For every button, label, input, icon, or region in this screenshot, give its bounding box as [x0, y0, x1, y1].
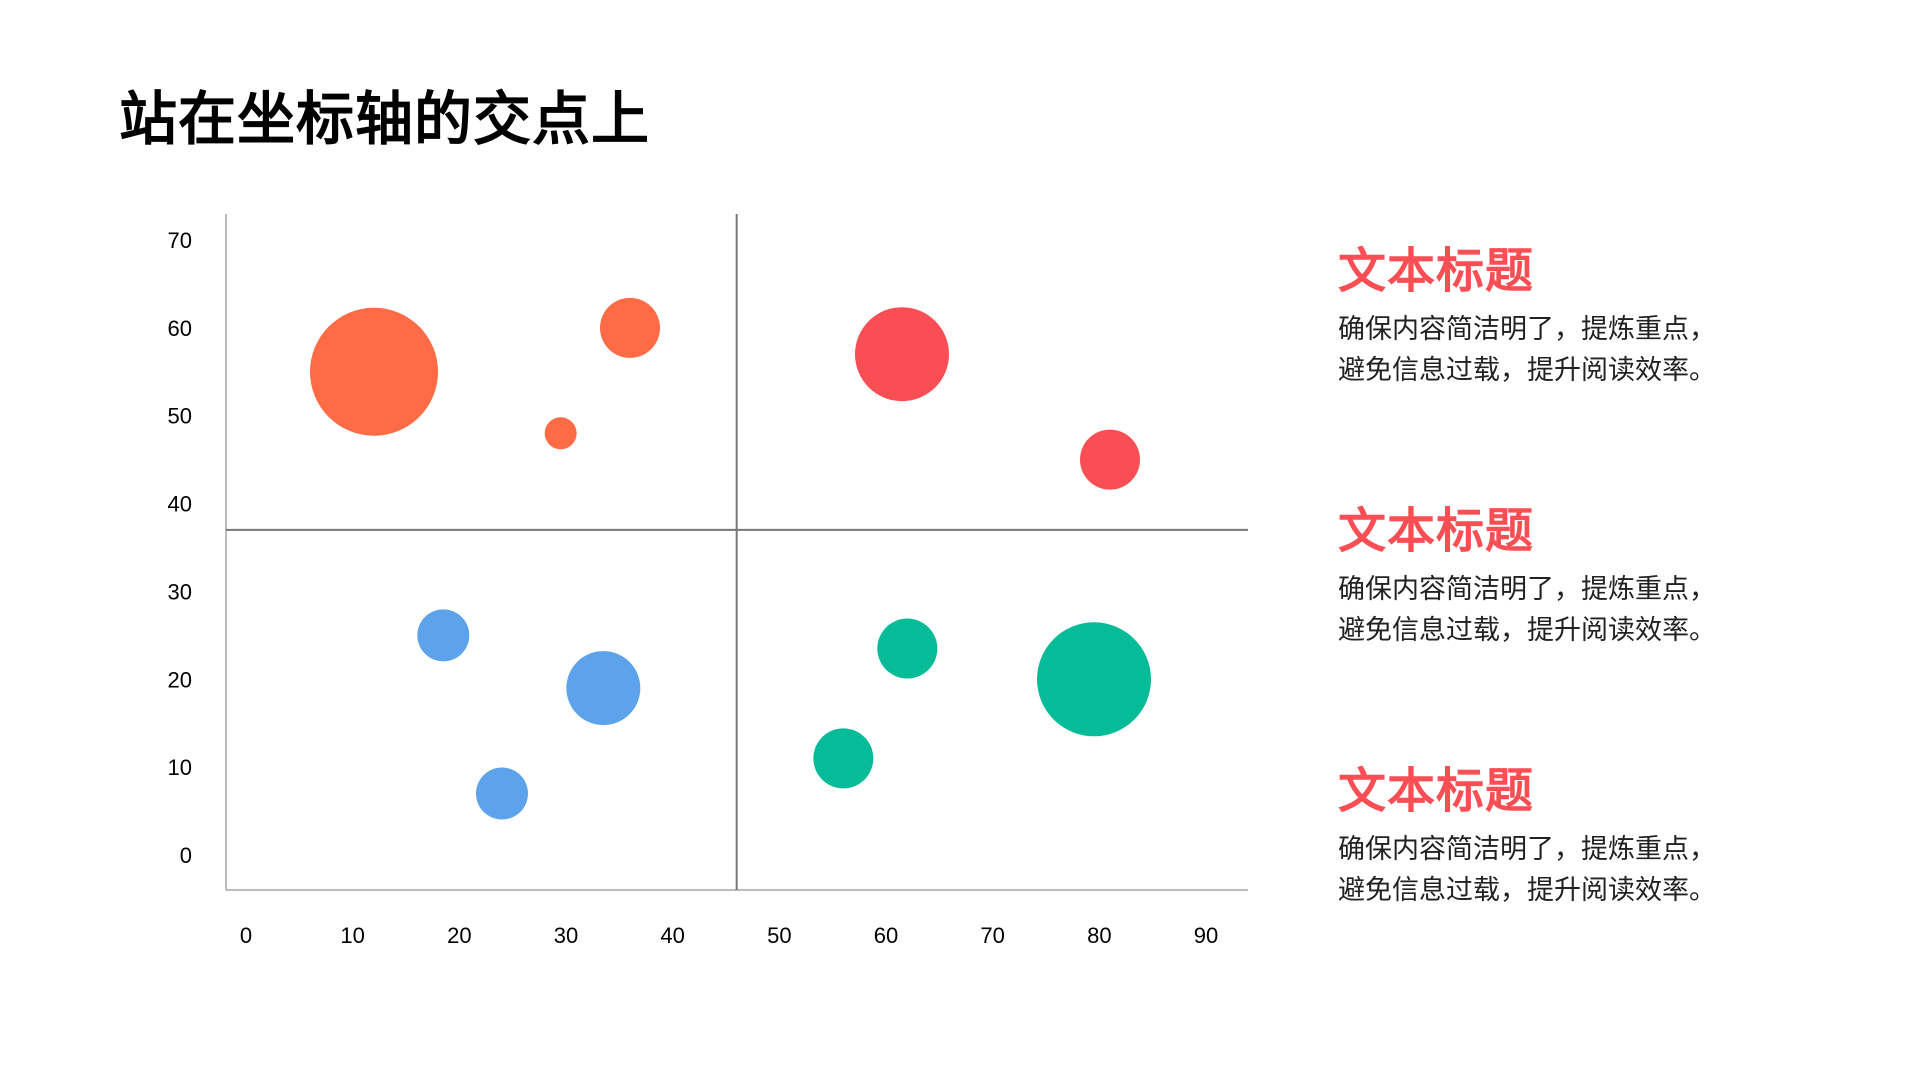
bubble-3-3: [476, 767, 528, 820]
x-tick-label: 60: [874, 923, 898, 948]
y-tick-label: 50: [168, 404, 192, 429]
bubble-1-3: [544, 417, 577, 450]
block-body: 确保内容简洁明了，提炼重点， 避免信息过载，提升阅读效率。: [1338, 309, 1898, 391]
block-body-line-1: 确保内容简洁明了，提炼重点，: [1338, 314, 1716, 346]
chart-bubbles: [310, 297, 1151, 820]
x-tick-label: 0: [240, 923, 252, 948]
y-tick-label: 20: [168, 667, 192, 692]
x-tick-label: 10: [340, 923, 364, 948]
text-block-3: 文本标题 确保内容简洁明了，提炼重点， 避免信息过载，提升阅读效率。: [1338, 763, 1898, 911]
x-tick-label: 30: [554, 923, 578, 948]
block-body-line-2: 避免信息过载，提升阅读效率。: [1338, 615, 1716, 647]
block-body-line-2: 避免信息过载，提升阅读效率。: [1338, 875, 1716, 907]
bubble-4-1: [877, 618, 938, 679]
bubble-4-2: [1037, 622, 1151, 737]
x-tick-label: 80: [1087, 923, 1111, 948]
y-axis-ticks: 0 10 20 30 40 50 60 70: [168, 228, 192, 868]
bubble-2-2: [1080, 429, 1140, 490]
block-heading: 文本标题: [1338, 763, 1535, 819]
text-block-2: 文本标题 确保内容简洁明了，提炼重点， 避免信息过载，提升阅读效率。: [1338, 503, 1898, 651]
block-body: 确保内容简洁明了，提炼重点， 避免信息过载，提升阅读效率。: [1338, 829, 1898, 911]
y-tick-label: 30: [168, 579, 192, 604]
page-title: 站在坐标轴的交点上: [119, 85, 651, 153]
x-tick-label: 70: [980, 923, 1004, 948]
block-body: 确保内容简洁明了，提炼重点， 避免信息过载，提升阅读效率。: [1338, 569, 1898, 651]
block-body-line-1: 确保内容简洁明了，提炼重点，: [1338, 834, 1716, 866]
bubble-1-1: [310, 307, 438, 436]
quadrant-dividers: [226, 214, 1248, 890]
block-body-line-1: 确保内容简洁明了，提炼重点，: [1338, 574, 1716, 606]
y-tick-label: 0: [180, 843, 192, 868]
x-tick-label: 90: [1194, 923, 1218, 948]
block-heading: 文本标题: [1338, 243, 1535, 299]
y-tick-label: 10: [168, 755, 192, 780]
bubble-2-1: [855, 307, 949, 402]
block-heading: 文本标题: [1338, 503, 1535, 559]
y-tick-label: 60: [168, 316, 192, 341]
x-tick-label: 40: [660, 923, 684, 948]
bubble-1-2: [600, 297, 660, 358]
x-tick-label: 50: [767, 923, 791, 948]
bubble-3-2: [566, 651, 641, 726]
bubble-3-1: [417, 609, 470, 662]
side-panel: 文本标题 确保内容简洁明了，提炼重点， 避免信息过载，提升阅读效率。 文本标题 …: [1338, 0, 1898, 1080]
y-tick-label: 70: [168, 228, 192, 253]
text-block-1: 文本标题 确保内容简洁明了，提炼重点， 避免信息过载，提升阅读效率。: [1338, 243, 1898, 391]
block-body-line-2: 避免信息过载，提升阅读效率。: [1338, 355, 1716, 387]
y-tick-label: 40: [168, 492, 192, 517]
bubble-4-3: [813, 728, 874, 789]
x-tick-label: 20: [447, 923, 471, 948]
x-axis-ticks: 0 10 20 30 40 50 60 70 80 90: [240, 923, 1218, 948]
